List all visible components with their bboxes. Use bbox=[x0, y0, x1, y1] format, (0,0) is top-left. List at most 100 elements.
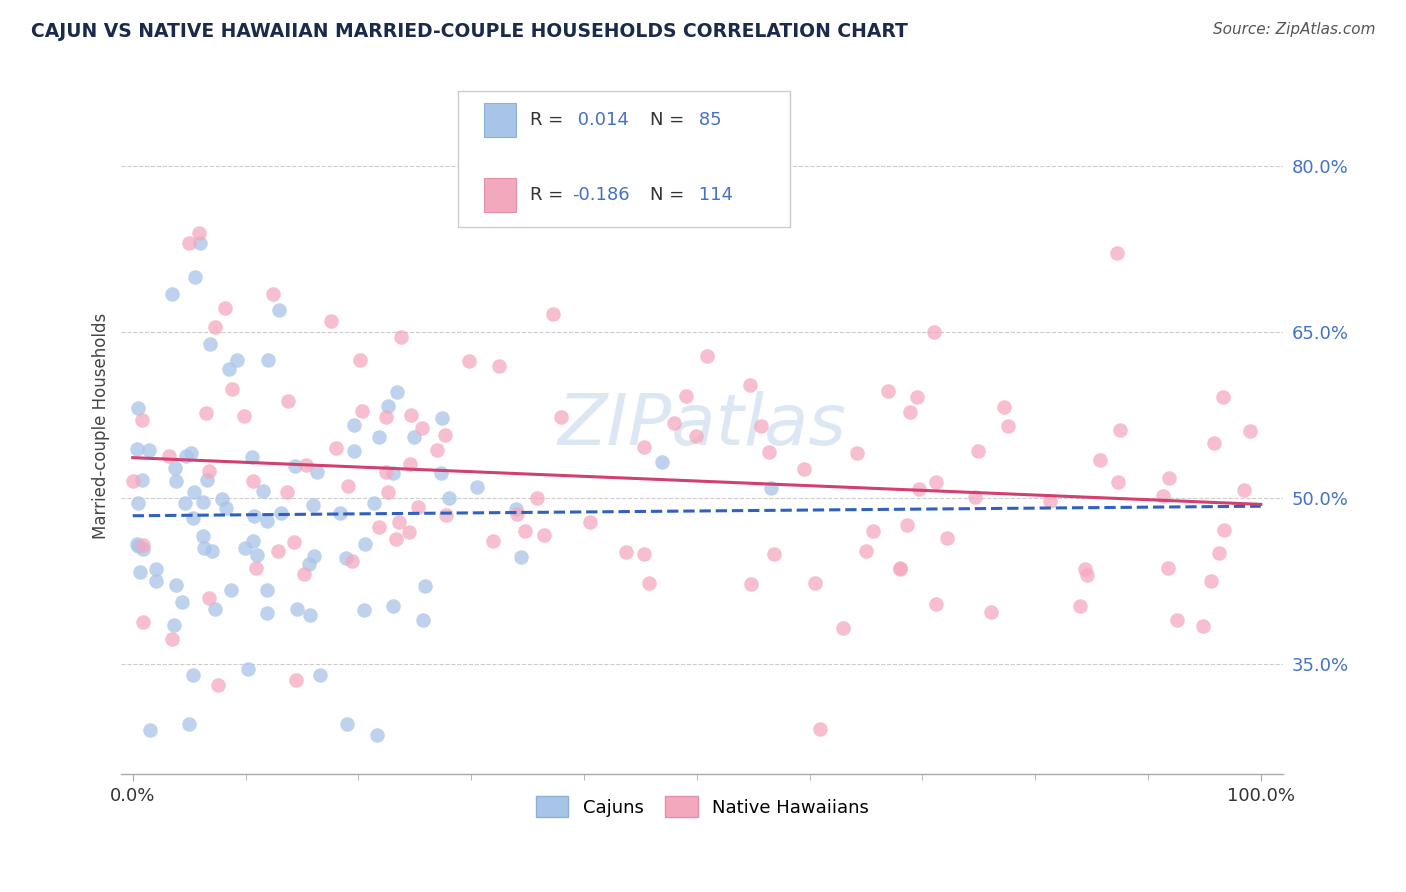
Point bbox=[342, 418, 364, 433]
Point bbox=[131, 413, 153, 427]
Point bbox=[193, 494, 215, 508]
Point bbox=[257, 352, 280, 367]
Text: N =: N = bbox=[650, 186, 685, 204]
Point bbox=[401, 409, 423, 423]
Point bbox=[1204, 435, 1226, 450]
Point bbox=[388, 516, 411, 530]
Point bbox=[204, 319, 226, 334]
Point bbox=[193, 541, 215, 555]
Point bbox=[276, 484, 298, 499]
Point bbox=[125, 537, 148, 551]
Point bbox=[997, 419, 1019, 434]
Point bbox=[759, 481, 782, 495]
Point bbox=[176, 450, 198, 464]
Point bbox=[172, 595, 194, 609]
Point bbox=[319, 314, 342, 328]
Point bbox=[430, 466, 453, 480]
Point bbox=[936, 531, 959, 545]
Point bbox=[458, 354, 481, 368]
Point bbox=[160, 287, 183, 301]
Point bbox=[242, 474, 264, 488]
Point bbox=[245, 560, 267, 574]
Point bbox=[218, 362, 240, 376]
Point bbox=[862, 524, 884, 538]
Point bbox=[505, 508, 527, 522]
Point bbox=[465, 480, 488, 494]
Point bbox=[226, 353, 249, 368]
Point bbox=[1233, 483, 1256, 498]
Point bbox=[343, 443, 366, 458]
Point bbox=[1157, 560, 1180, 574]
Point bbox=[633, 548, 655, 562]
Point bbox=[201, 544, 224, 558]
Point bbox=[430, 411, 453, 425]
Point bbox=[406, 500, 429, 514]
Point bbox=[876, 384, 898, 398]
Point bbox=[633, 441, 655, 455]
Point bbox=[675, 389, 697, 403]
Point bbox=[325, 441, 347, 455]
Point bbox=[381, 466, 404, 480]
Point bbox=[651, 455, 673, 469]
Point bbox=[696, 349, 718, 363]
Point bbox=[211, 492, 233, 507]
Point bbox=[398, 457, 420, 471]
Point bbox=[793, 462, 815, 476]
Text: Source: ZipAtlas.com: Source: ZipAtlas.com bbox=[1212, 22, 1375, 37]
Point bbox=[340, 554, 363, 568]
Point bbox=[907, 482, 929, 496]
Point bbox=[214, 301, 236, 316]
Text: 0.014: 0.014 bbox=[572, 111, 628, 129]
Point bbox=[1166, 613, 1188, 627]
Point bbox=[398, 524, 420, 539]
Point bbox=[221, 382, 243, 396]
Point bbox=[165, 578, 187, 592]
Point bbox=[256, 515, 278, 529]
Point bbox=[889, 561, 911, 575]
Point bbox=[349, 352, 371, 367]
Point bbox=[145, 561, 167, 575]
Point bbox=[174, 496, 197, 510]
Point bbox=[509, 549, 531, 564]
Point bbox=[579, 515, 602, 529]
Point bbox=[187, 227, 209, 241]
Point bbox=[184, 269, 207, 284]
Point bbox=[1192, 619, 1215, 633]
Point bbox=[412, 613, 434, 627]
Point bbox=[550, 410, 572, 425]
Point bbox=[165, 474, 187, 488]
Point bbox=[662, 417, 685, 431]
Point bbox=[145, 574, 167, 588]
Point bbox=[285, 673, 308, 688]
Point bbox=[256, 583, 278, 598]
Point bbox=[1105, 245, 1128, 260]
Point bbox=[738, 377, 761, 392]
Point bbox=[295, 458, 318, 472]
Point bbox=[200, 337, 222, 351]
Point bbox=[304, 549, 326, 564]
Point bbox=[298, 607, 321, 622]
Point bbox=[855, 544, 877, 558]
Point bbox=[1199, 574, 1222, 588]
Point bbox=[270, 506, 292, 520]
Point bbox=[207, 678, 229, 692]
Point bbox=[896, 518, 918, 533]
FancyBboxPatch shape bbox=[484, 103, 516, 136]
Point bbox=[367, 520, 389, 534]
Point bbox=[252, 484, 274, 499]
Point bbox=[243, 509, 266, 524]
Point bbox=[980, 606, 1002, 620]
Point bbox=[292, 566, 315, 581]
Point bbox=[335, 550, 357, 565]
Point bbox=[905, 390, 928, 404]
Point bbox=[163, 618, 186, 632]
Point bbox=[488, 359, 510, 373]
Point bbox=[434, 428, 457, 442]
Point bbox=[198, 464, 221, 478]
Point bbox=[269, 302, 291, 317]
Point bbox=[366, 728, 388, 742]
Point bbox=[297, 557, 319, 571]
Point bbox=[1208, 546, 1230, 560]
Text: R =: R = bbox=[530, 186, 564, 204]
Point bbox=[283, 535, 305, 549]
